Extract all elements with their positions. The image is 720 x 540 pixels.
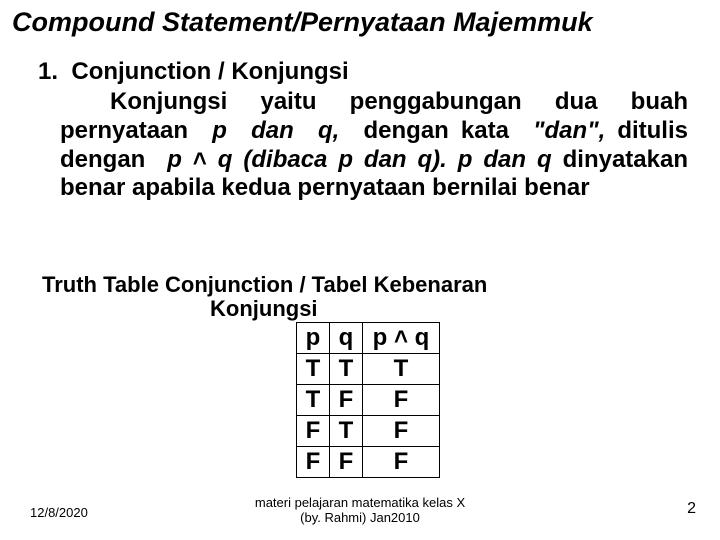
cell: T: [297, 385, 330, 416]
table-row: F F F: [297, 447, 440, 478]
cell: F: [297, 416, 330, 447]
th-q: q: [330, 323, 363, 354]
section-title: Conjunction / Konjungsi: [71, 58, 348, 85]
table-row: T F F: [297, 385, 440, 416]
body-q2: q (dibaca p dan q).: [218, 146, 447, 173]
page-number: 2: [687, 500, 696, 518]
slide-footer: materi pelajaran matematika kelas X (by.…: [0, 496, 720, 526]
cell: T: [297, 354, 330, 385]
body-p3: p: [458, 146, 473, 173]
body-w1: pernyataan: [60, 117, 188, 144]
table-row: T T T: [297, 354, 440, 385]
th-p: p: [297, 323, 330, 354]
section-number: 1.: [38, 58, 58, 85]
footer-line2: (by. Rahmi) Jan2010: [300, 510, 420, 525]
cell: T: [363, 354, 440, 385]
cell: F: [330, 385, 363, 416]
body-p2: p: [167, 146, 182, 173]
table-row: F T F: [297, 416, 440, 447]
body-q1: q,: [318, 117, 339, 144]
footer-line1: materi pelajaran matematika kelas X: [255, 495, 465, 510]
body-dan3: dan: [483, 146, 526, 173]
th-pq-p: p: [373, 324, 388, 351]
wedge-icon: ˄: [193, 146, 207, 173]
body-w5: bernilai benar: [432, 174, 589, 201]
section-heading: 1. Conjunction / Konjungsi: [38, 58, 349, 86]
truth-table-title-2: Konjungsi: [210, 296, 318, 322]
slide-title: Compound Statement/Pernyataan Majemmuk: [12, 8, 718, 38]
cell: F: [330, 447, 363, 478]
cell: F: [297, 447, 330, 478]
cell: T: [330, 416, 363, 447]
cell: T: [330, 354, 363, 385]
body-lead: Konjungsi yaitu penggabungan dua buah: [110, 88, 688, 115]
cell: F: [363, 385, 440, 416]
body-q3: q: [537, 146, 552, 173]
cell: F: [363, 447, 440, 478]
truth-table: p q p ˄ q T T T T F F F T F F F F: [296, 322, 440, 478]
cell: F: [363, 416, 440, 447]
body-text: Konjungsi yaitu penggabungan dua buah pe…: [60, 88, 688, 203]
body-dan2: "dan",: [533, 117, 605, 144]
th-pq-q: q: [415, 324, 430, 351]
th-pq: p ˄ q: [363, 323, 440, 354]
body-w2: dengan kata: [363, 117, 508, 144]
body-p1: p: [212, 117, 227, 144]
table-header-row: p q p ˄ q: [297, 323, 440, 354]
truth-table-title: Truth Table Conjunction / Tabel Kebenara…: [42, 272, 487, 297]
body-dan1: dan: [251, 117, 294, 144]
th-wedge-icon: ˄: [394, 324, 408, 351]
